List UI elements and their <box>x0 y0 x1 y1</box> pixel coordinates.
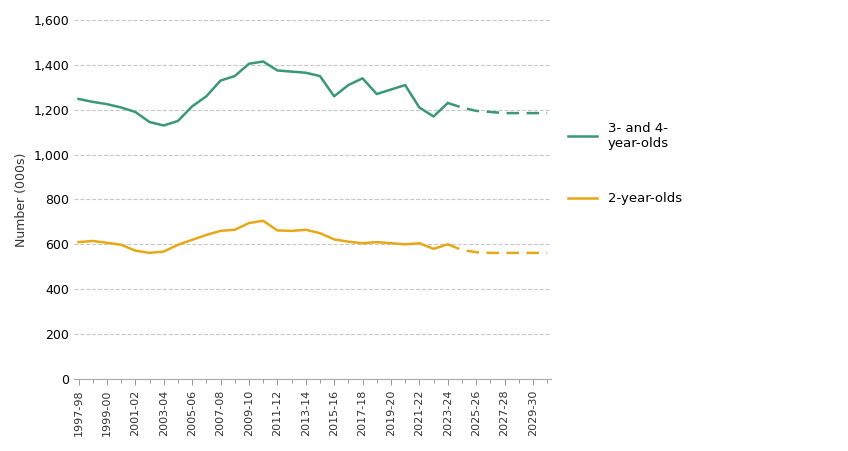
Y-axis label: Number (000s): Number (000s) <box>15 152 28 247</box>
Legend: 3- and 4-
year-olds, 2-year-olds: 3- and 4- year-olds, 2-year-olds <box>563 117 687 211</box>
